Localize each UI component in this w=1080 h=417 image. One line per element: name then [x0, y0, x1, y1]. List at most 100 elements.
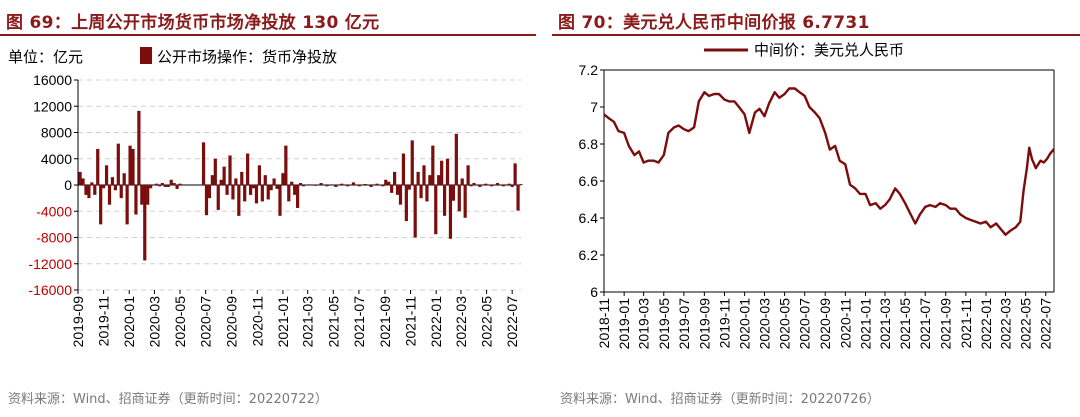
left-title-rule — [0, 34, 536, 36]
bar — [375, 183, 379, 185]
x-tick-label: 2021-05 — [325, 296, 341, 348]
left-unit-label: 单位：亿元 — [8, 48, 83, 66]
bar — [425, 185, 429, 202]
bar — [237, 185, 241, 216]
bar — [516, 185, 520, 211]
bar — [387, 181, 391, 185]
bar — [87, 185, 91, 199]
x-tick-label: 2021-01 — [857, 298, 873, 350]
bar — [131, 148, 135, 185]
x-tick-label: 2022-07 — [504, 296, 520, 348]
bar — [460, 178, 464, 185]
bar — [325, 185, 329, 187]
left-source-note: 资料来源：Wind、招商证券（更新时间：20220722） — [8, 392, 328, 407]
bar — [160, 183, 165, 185]
x-tick-label: 2022-01 — [428, 296, 444, 348]
y-tick-label: 4000 — [41, 151, 72, 167]
x-tick-label: 2022-03 — [997, 298, 1013, 350]
bar — [78, 171, 82, 185]
x-tick-label: 2022-05 — [1018, 298, 1034, 350]
bar — [240, 171, 244, 185]
y-tick-label: 7.2 — [579, 62, 599, 78]
x-tick-label: 2020-11 — [249, 296, 265, 347]
bar — [448, 185, 453, 239]
y-tick-label: 6.2 — [579, 247, 599, 263]
left-legend-swatch — [140, 47, 152, 64]
bar — [296, 185, 300, 208]
bar — [422, 165, 426, 185]
bar — [401, 153, 406, 185]
bar — [125, 185, 129, 225]
bar — [440, 160, 444, 185]
bar — [149, 185, 153, 189]
x-tick-label: 2022-03 — [453, 296, 469, 348]
y-tick-label: -8000 — [36, 230, 72, 246]
bar — [81, 178, 85, 185]
x-tick-label: 2021-03 — [877, 298, 893, 350]
x-tick-label: 2020-01 — [121, 296, 137, 348]
bar — [99, 185, 103, 225]
bar — [363, 184, 367, 185]
bar — [416, 171, 420, 185]
right-figure-title: 图 70：美元兑人民币中间价报 6.7731 — [558, 13, 870, 33]
bar — [234, 178, 238, 185]
bar — [431, 145, 435, 185]
bar — [472, 183, 476, 185]
x-tick-label: 2020-07 — [198, 296, 214, 348]
x-tick-label: 2021-09 — [377, 296, 393, 348]
bar — [434, 185, 438, 235]
bar — [451, 185, 455, 201]
bar — [428, 175, 432, 185]
x-tick-label: 2018-11 — [596, 298, 612, 349]
x-tick-label: 2019-05 — [656, 298, 672, 350]
bar — [507, 183, 511, 185]
bar — [119, 185, 123, 199]
bar — [510, 185, 514, 187]
x-tick-label: 2019-11 — [717, 298, 733, 349]
bar — [398, 185, 403, 205]
bar — [393, 171, 397, 185]
right-title-rule — [552, 34, 1080, 36]
y-tick-label: 6.4 — [579, 210, 599, 226]
bar — [284, 145, 288, 185]
bar — [243, 185, 247, 202]
bar — [143, 185, 147, 261]
bar — [404, 185, 408, 222]
bar — [457, 185, 461, 212]
bar — [290, 181, 294, 185]
bar — [175, 185, 179, 189]
x-tick-label: 2020-05 — [172, 296, 188, 348]
bar — [495, 183, 500, 185]
x-tick-label: 2020-09 — [817, 298, 833, 350]
bar — [102, 185, 106, 189]
x-tick-label: 2019-07 — [676, 298, 692, 350]
x-tick-label: 2019-01 — [616, 298, 632, 350]
bar — [390, 185, 394, 193]
x-tick-label: 2020-11 — [837, 298, 853, 349]
bar — [169, 179, 173, 185]
bar — [163, 185, 167, 187]
bar — [313, 185, 317, 186]
bar — [275, 185, 279, 189]
bar — [442, 185, 447, 216]
bar — [128, 145, 132, 185]
bar — [116, 143, 120, 185]
x-tick-label: 2022-05 — [479, 296, 495, 348]
bar — [107, 185, 112, 205]
bar — [263, 175, 267, 185]
x-tick-label: 2020-03 — [146, 296, 162, 348]
bar — [293, 185, 297, 195]
bar — [219, 179, 223, 185]
y-tick-label: 12000 — [33, 98, 72, 114]
bar — [140, 185, 144, 205]
bar — [384, 179, 388, 185]
bar — [484, 183, 488, 185]
bar — [225, 185, 229, 195]
bar — [463, 185, 467, 218]
bar — [104, 165, 109, 185]
bar — [222, 166, 226, 185]
bar — [146, 185, 150, 205]
left-bar-chart: 单位：亿元 公开市场操作：货币净投放 16000 12000 8000 4000 0 -4… — [8, 47, 523, 348]
bar — [340, 183, 344, 185]
